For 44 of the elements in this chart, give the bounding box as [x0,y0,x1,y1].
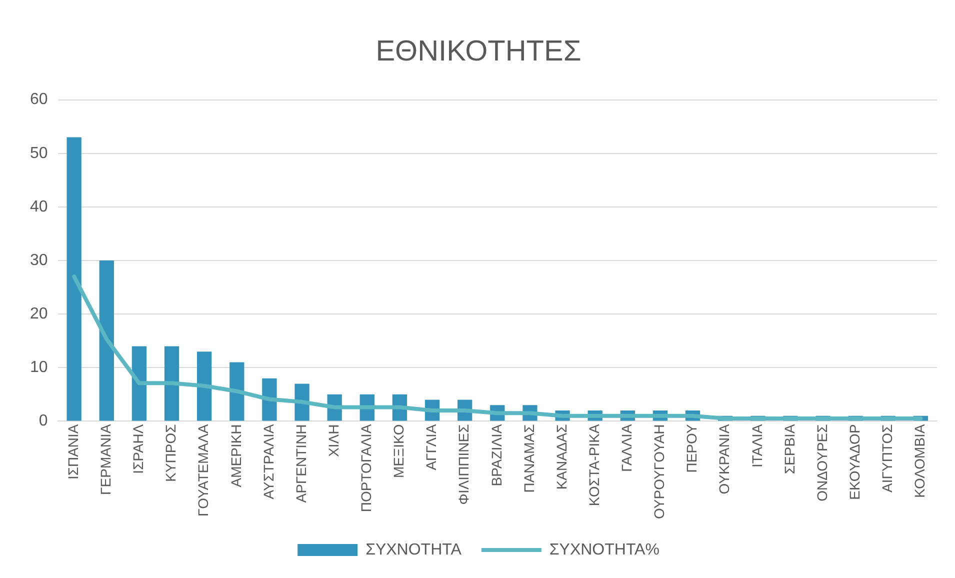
x-tick-label: ΚΥΠΡΟΣ [162,424,179,482]
x-tick-label: ΓΑΛΛΙΑ [618,424,635,472]
x-tick-label: ΑΙΓΥΠΤΟΣ [879,424,896,492]
x-tick-label: ΠΟΡΤΟΓΑΛΙΑ [358,424,374,512]
x-tick-label: ΑΓΓΛΙΑ [423,424,440,470]
y-tick-label: 60 [30,91,48,108]
x-tick-label: ΧΙΛΗ [325,424,342,457]
x-tick-label: ΟΥΚΡΑΝΙΑ [716,424,732,494]
x-tick-label: ΟΥΡΟΥΓΟΥΑΗ [651,424,668,520]
x-tick-label: ΙΣΠΑΝΙΑ [64,424,81,480]
bar [99,260,114,421]
y-tick-label: 50 [30,144,48,162]
x-tick-label: ΟΝΔΟΥΡΕΣ [814,424,830,502]
x-tick-label: ΚΟΣΤΑ-ΡΙΚΑ [586,424,602,506]
y-tick-label: 30 [30,252,48,269]
bar [197,352,212,421]
legend-label: ΣΥΧΝΟΤΗΤΑ [366,541,462,558]
y-tick-label: 0 [38,412,48,430]
x-tick-label: ΚΟΛΟΜΒΙΑ [912,424,928,498]
bar [230,362,244,421]
x-tick-label: ΚΑΝΑΔΑΣ [553,424,570,490]
y-tick-label: 40 [30,198,48,216]
x-tick-label: ΠΕΡΟΥ [684,424,700,473]
chart-title: ΕΘΝΙΚΟΤΗΤΕΣ [376,35,582,68]
x-tick-label: ΑΜΕΡΙΚΗ [228,424,244,488]
bar [132,346,147,421]
x-tick-label: ΣΕΡΒΙΑ [781,424,798,474]
bar [164,346,180,421]
bar [262,378,277,421]
x-tick-label: ΓΟΥΑΤΕΜΑΛΑ [195,424,212,517]
x-tick-label: ΑΡΓΕΝΤΙΝΗ [292,424,309,503]
x-tick-label: ΑΥΣΤΡΑΛΙΑ [260,424,276,500]
x-tick-label: ΜΕΞΙΚΟ [390,424,407,478]
x-tick-label: ΠΑΝΑΜΑΣ [520,424,537,493]
x-tick-label: ΕΚΟΥΑΔΟΡ [846,424,862,500]
y-tick-label: 20 [30,305,48,322]
y-tick-label: 10 [30,359,48,376]
x-tick-label: ΦΙΛΙΠΠΙΝΕΣ [456,424,472,505]
legend-label: ΣΥΧΝΟΤΗΤΑ% [549,541,660,558]
x-tick-label: ΓΕΡΜΑΝΙΑ [98,424,114,495]
x-tick-label: ΙΣΡΑΗΛ [130,424,146,474]
x-tick-label: ΙΤΑΛΙΑ [748,424,765,468]
x-tick-label: ΒΡΑΖΙΛΙΑ [488,424,504,486]
bar [66,137,82,421]
